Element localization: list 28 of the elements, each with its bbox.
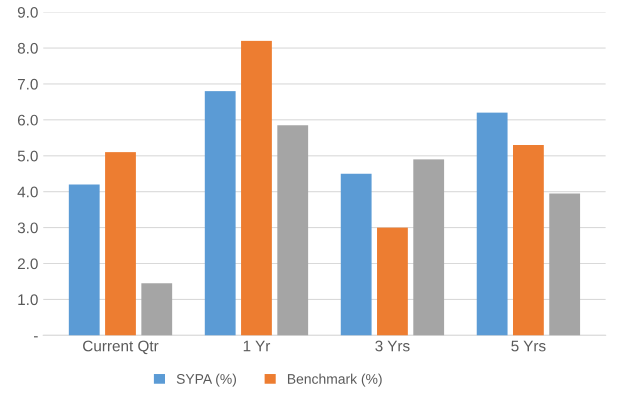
bar — [141, 283, 172, 336]
y-tick-label: - — [34, 336, 38, 338]
x-tick-label: 1 Yr — [244, 340, 270, 352]
y-tick-label: 3.0 — [18, 222, 38, 234]
bar — [377, 228, 408, 336]
bar — [340, 174, 372, 336]
bar — [413, 159, 444, 336]
y-tick-label: 1.0 — [18, 294, 38, 306]
bar — [105, 152, 136, 336]
y-tick-label: 2.0 — [18, 258, 38, 270]
y-tick-label: 5.0 — [18, 150, 38, 162]
legend-label: Benchmark (%) — [288, 374, 382, 387]
bar — [68, 184, 100, 336]
y-tick-label: 4.0 — [18, 186, 38, 198]
y-tick-label: 9.0 — [18, 6, 38, 18]
bar — [513, 144, 544, 336]
y-tick-label: 7.0 — [18, 78, 38, 90]
legend-label: SYPA (%) — [176, 374, 236, 387]
x-tick-label: 5 Yrs — [511, 340, 546, 352]
bar — [241, 40, 272, 336]
bar — [277, 125, 308, 336]
y-tick-label: 8.0 — [18, 42, 38, 54]
bar — [549, 193, 580, 336]
x-tick-label: 3 Yrs — [375, 340, 410, 352]
bar — [204, 91, 236, 336]
x-tick-label: Current Qtr — [83, 340, 158, 354]
bar — [476, 112, 508, 336]
y-tick-label: 6.0 — [18, 114, 38, 126]
